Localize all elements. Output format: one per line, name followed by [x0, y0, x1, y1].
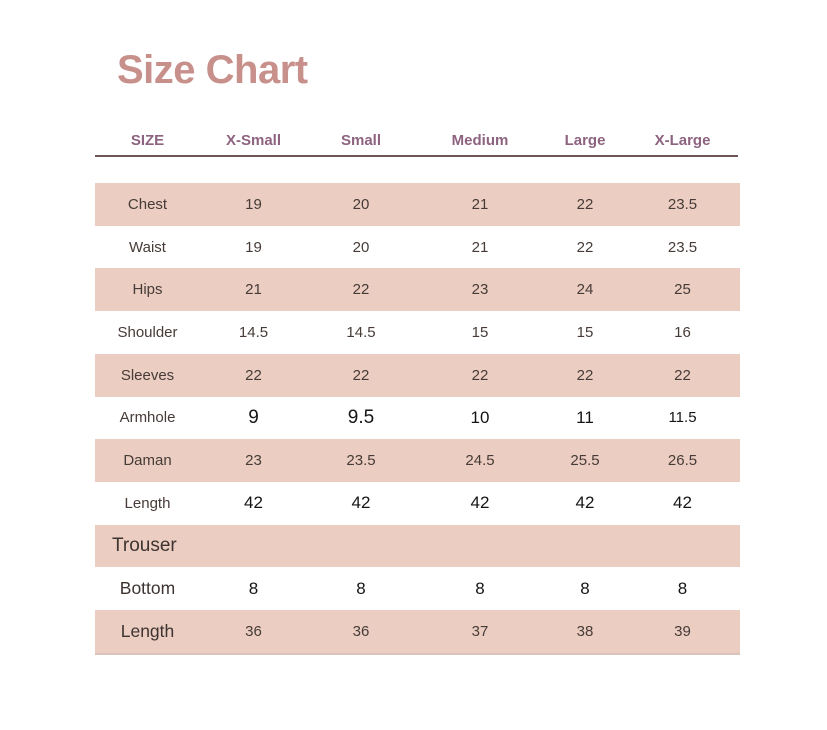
cell-value: 8	[677, 578, 688, 598]
table-row: Armhole 9 9.5 10 11 11.5	[95, 397, 740, 440]
cell-value: 22	[576, 238, 594, 256]
cell-value: 38	[576, 623, 594, 641]
cell-value: 23.5	[667, 195, 698, 213]
row-label: Armhole	[119, 409, 176, 427]
cell-value: 8	[248, 578, 259, 598]
row-label: Chest	[127, 195, 168, 213]
cell-value: 23.5	[346, 452, 376, 470]
table-row: Length 42 42 42 42 42	[95, 482, 740, 525]
cell-value: 25.5	[570, 452, 600, 470]
row-label: Length	[120, 621, 175, 642]
cell-value: 26.5	[667, 452, 698, 470]
cell-value: 8	[475, 578, 485, 598]
cell-value: 8	[356, 578, 366, 598]
table-row: Sleeves 22 22 22 22 22	[95, 353, 740, 397]
table-row: Daman 23 23.5 24.5 25.5 26.5	[95, 439, 740, 483]
size-table-body: Chest 19 20 21 22 23.5 Waist 19 20 21 22 23.5 Hips 21…	[95, 183, 740, 655]
column-header-small: Small	[340, 131, 382, 149]
cell-value: 23	[245, 452, 262, 470]
table-header: SIZE X-Small Small Medium Large X-Large	[95, 129, 740, 151]
row-label: Hips	[132, 281, 163, 299]
cell-value: 16	[674, 324, 691, 342]
cell-value: 14.5	[346, 324, 376, 342]
column-header-xsmall: X-Small	[225, 131, 282, 149]
section-row: Trouser	[95, 524, 740, 568]
cell-value: 20	[352, 238, 370, 256]
cell-value: 11.5	[668, 409, 697, 427]
column-header-xlarge: X-Large	[654, 131, 711, 149]
cell-value: 15	[471, 324, 489, 342]
row-label: Trouser	[112, 535, 177, 557]
cell-value: 37	[471, 623, 489, 641]
row-label: Sleeves	[120, 366, 175, 384]
cell-value: 42	[244, 493, 263, 513]
column-header-medium: Medium	[451, 131, 509, 149]
cell-value: 10	[470, 407, 490, 427]
row-label: Waist	[129, 238, 166, 256]
row-label: Length	[124, 494, 171, 512]
cell-value: 21	[245, 281, 262, 299]
cell-value: 9.5	[347, 406, 375, 428]
cell-value: 22	[471, 366, 489, 384]
cell-value: 11	[576, 407, 594, 427]
cell-value: 24.5	[465, 452, 495, 470]
cell-value: 15	[576, 324, 594, 342]
cell-value: 39	[674, 623, 691, 641]
cell-value: 22	[245, 366, 262, 384]
row-label: Bottom	[119, 578, 176, 599]
cell-value: 42	[470, 493, 490, 513]
cell-value: 36	[352, 623, 370, 641]
page-title: Size Chart	[117, 48, 308, 92]
column-header-large: Large	[564, 131, 606, 149]
row-label: Shoulder	[117, 324, 178, 342]
table-row: Length 36 36 37 38 39	[95, 610, 740, 653]
cell-value: 22	[352, 281, 370, 299]
column-header-size: SIZE	[130, 131, 165, 149]
cell-value: 8	[580, 578, 590, 598]
cell-value: 19	[245, 238, 262, 256]
cell-value: 21	[471, 238, 489, 256]
cell-value: 23.5	[667, 238, 698, 256]
cell-value: 25	[674, 281, 691, 299]
table-row: Waist 19 20 21 22 23.5	[95, 226, 740, 269]
cell-value: 36	[245, 623, 262, 641]
cell-value: 19	[245, 195, 262, 213]
header-divider	[95, 155, 738, 157]
cell-value: 22	[352, 366, 370, 384]
cell-value: 42	[575, 493, 595, 513]
cell-value: 42	[351, 493, 371, 513]
cell-value: 23	[471, 281, 489, 299]
cell-value: 14.5	[238, 324, 269, 342]
cell-value: 22	[576, 195, 594, 213]
cell-value: 22	[576, 366, 594, 384]
table-row: Chest 19 20 21 22 23.5	[95, 183, 740, 226]
cell-value: 42	[673, 493, 692, 513]
cell-value: 20	[352, 195, 370, 213]
cell-value: 22	[674, 366, 691, 384]
table-row: Bottom 8 8 8 8 8	[95, 567, 740, 610]
cell-value: 24	[576, 281, 594, 299]
cell-value: 9	[248, 406, 259, 428]
row-label: Daman	[123, 452, 172, 470]
table-row: Shoulder 14.5 14.5 15 15 16	[95, 311, 740, 354]
table-row: Hips 21 22 23 24 25	[95, 268, 740, 312]
cell-value: 21	[471, 195, 489, 213]
